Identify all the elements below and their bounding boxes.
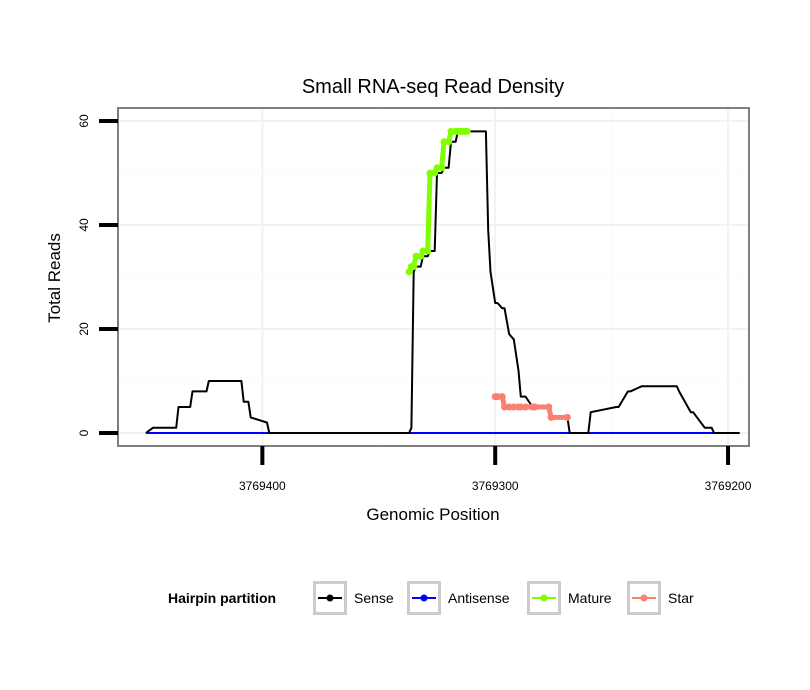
mature-point [445, 138, 453, 146]
legend-label-star: Star [668, 590, 694, 606]
plot-border [117, 107, 750, 447]
x-tick-label: 3769400 [239, 479, 286, 493]
y-axis-title: Total Reads [45, 233, 64, 323]
star-point [563, 413, 571, 421]
x-axis-title: Genomic Position [366, 505, 499, 524]
legend-key-point-star [640, 594, 648, 602]
plot-area [117, 107, 750, 447]
mature-point [438, 164, 446, 172]
star-point [547, 413, 555, 421]
legend-label-sense: Sense [354, 590, 394, 606]
legend-key-point-mature [540, 594, 548, 602]
sense-line [145, 130, 740, 434]
y-tick-label: 60 [77, 114, 91, 128]
legend-label-mature: Mature [568, 590, 612, 606]
mature-point [463, 127, 471, 135]
y-tick-label: 40 [77, 218, 91, 232]
mature-point [410, 263, 418, 271]
mature-point [424, 247, 432, 255]
legend: Hairpin partition Sense Antisense Mature St… [168, 581, 694, 615]
star-point [521, 403, 529, 411]
star-point [498, 393, 506, 401]
x-axis: 3769400 3769300 3769200 [239, 446, 752, 493]
legend-key-point-sense [326, 594, 334, 602]
y-tick-label: 20 [77, 322, 91, 336]
star-point [531, 403, 539, 411]
legend-title: Hairpin partition [168, 590, 276, 606]
legend-label-antisense: Antisense [448, 590, 510, 606]
y-axis: 0 20 40 60 [77, 114, 118, 436]
chart-title: Small RNA-seq Read Density [302, 76, 564, 98]
y-tick-label: 0 [77, 429, 91, 436]
x-tick-label: 3769300 [472, 479, 519, 493]
legend-key-point-antisense [420, 594, 428, 602]
star-point [545, 403, 553, 411]
x-tick-label: 3769200 [705, 479, 752, 493]
